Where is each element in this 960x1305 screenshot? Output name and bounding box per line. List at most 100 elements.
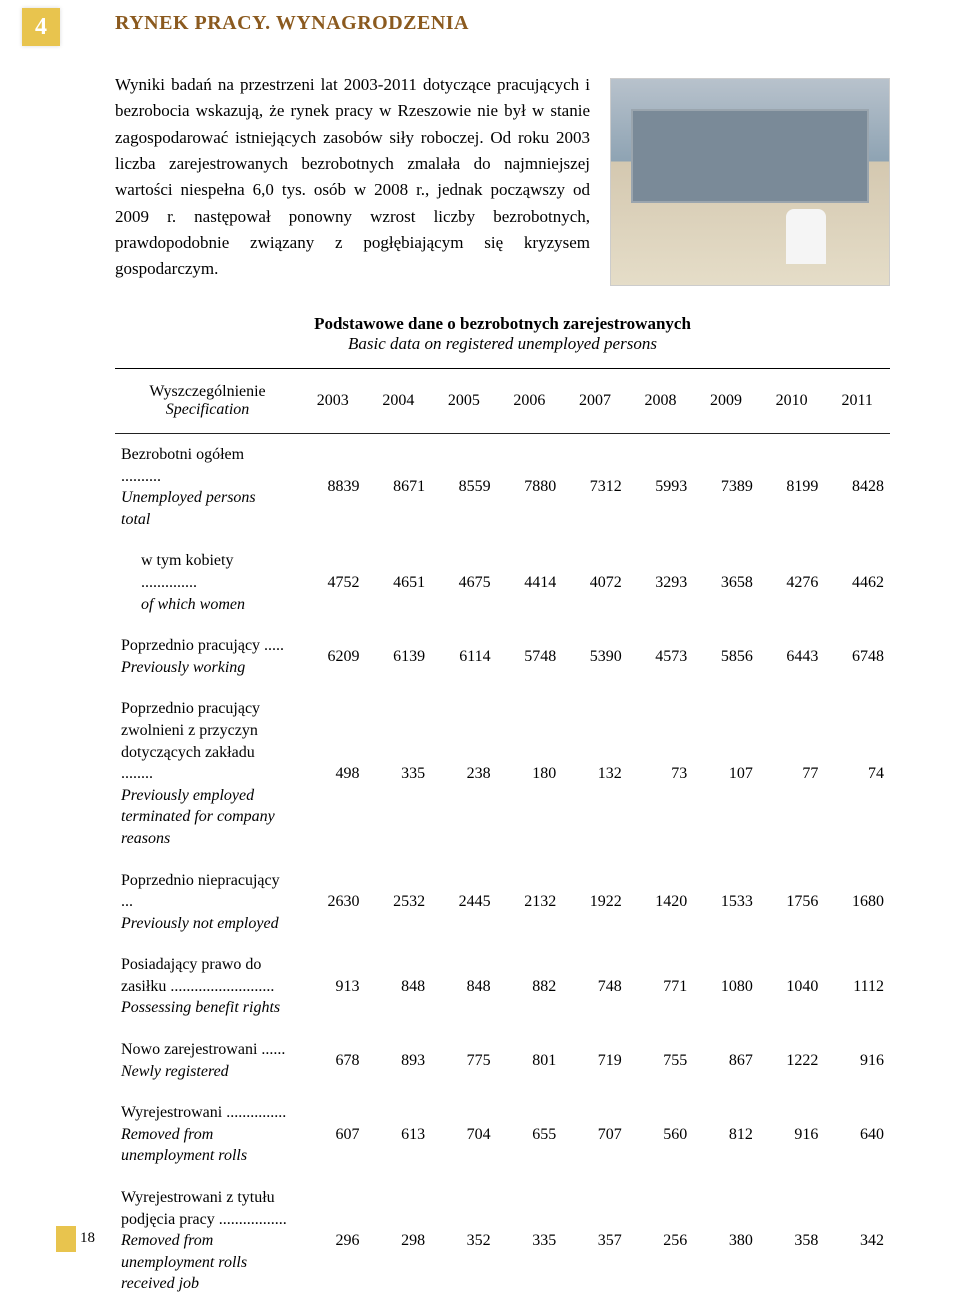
table-header-row: Wyszczególnienie Specification 200320042…	[115, 369, 890, 434]
row-label-sub: Previously not employed	[121, 913, 288, 935]
data-cell: 180	[497, 688, 563, 859]
row-label: Wyrejestrowani z tytułu podjęcia pracy .…	[115, 1177, 300, 1305]
data-cell: 498	[300, 688, 366, 859]
row-label: Nowo zarejestrowani ......Newly register…	[115, 1029, 300, 1092]
data-cell: 335	[497, 1177, 563, 1305]
table-body: Bezrobotni ogółem ..........Unemployed p…	[115, 434, 890, 1305]
data-cell: 3658	[693, 540, 759, 625]
table-row: Poprzednio pracujący .....Previously wor…	[115, 625, 890, 688]
data-cell: 4462	[824, 540, 890, 625]
table-row: Posiadający prawo do zasiłku ...........…	[115, 944, 890, 1029]
row-label-main: Wyrejestrowani ...............	[121, 1102, 288, 1124]
data-cell: 4276	[759, 540, 825, 625]
data-cell: 655	[497, 1092, 563, 1177]
year-header: 2003	[300, 369, 366, 434]
data-cell: 560	[628, 1092, 694, 1177]
data-cell: 867	[693, 1029, 759, 1092]
data-cell: 4072	[562, 540, 628, 625]
data-cell: 74	[824, 688, 890, 859]
content-area: Wyniki badań na przestrzeni lat 2003-201…	[115, 72, 890, 1305]
data-cell: 358	[759, 1177, 825, 1305]
data-cell: 1222	[759, 1029, 825, 1092]
header-label-sub: Specification	[119, 401, 296, 419]
row-label: Posiadający prawo do zasiłku ...........…	[115, 944, 300, 1029]
data-cell: 3293	[628, 540, 694, 625]
data-cell: 1112	[824, 944, 890, 1029]
row-label-sub: Removed from unemployment rolls received…	[121, 1230, 288, 1295]
data-cell: 775	[431, 1029, 497, 1092]
row-label-sub: Previously working	[121, 657, 288, 679]
data-table: Wyszczególnienie Specification 200320042…	[115, 368, 890, 1305]
data-cell: 771	[628, 944, 694, 1029]
data-cell: 6209	[300, 625, 366, 688]
table-row: Wyrejestrowani z tytułu podjęcia pracy .…	[115, 1177, 890, 1305]
table-row: Nowo zarejestrowani ......Newly register…	[115, 1029, 890, 1092]
data-cell: 357	[562, 1177, 628, 1305]
data-cell: 8199	[759, 434, 825, 541]
row-label-main: w tym kobiety ..............	[121, 550, 288, 593]
data-cell: 607	[300, 1092, 366, 1177]
table-row: Wyrejestrowani ...............Removed fr…	[115, 1092, 890, 1177]
data-cell: 2445	[431, 860, 497, 945]
data-cell: 8559	[431, 434, 497, 541]
table-row: Poprzednio niepracujący ...Previously no…	[115, 860, 890, 945]
row-label: Poprzednio pracujący zwolnieni z przyczy…	[115, 688, 300, 859]
year-header: 2005	[431, 369, 497, 434]
data-cell: 6443	[759, 625, 825, 688]
data-cell: 132	[562, 688, 628, 859]
page-number: 18	[80, 1230, 95, 1247]
table-subtitle: Basic data on registered unemployed pers…	[115, 334, 890, 354]
data-cell: 613	[366, 1092, 432, 1177]
year-header: 2004	[366, 369, 432, 434]
data-cell: 298	[366, 1177, 432, 1305]
row-label-main: Poprzednio niepracujący ...	[121, 870, 288, 913]
data-cell: 5390	[562, 625, 628, 688]
data-cell: 342	[824, 1177, 890, 1305]
data-cell: 916	[759, 1092, 825, 1177]
inline-photo	[610, 78, 890, 286]
data-cell: 380	[693, 1177, 759, 1305]
data-cell: 238	[431, 688, 497, 859]
year-header: 2011	[824, 369, 890, 434]
data-cell: 848	[366, 944, 432, 1029]
data-cell: 678	[300, 1029, 366, 1092]
year-header: 2009	[693, 369, 759, 434]
data-cell: 1420	[628, 860, 694, 945]
data-cell: 916	[824, 1029, 890, 1092]
page-badge: 4	[22, 8, 60, 46]
year-header: 2006	[497, 369, 563, 434]
row-label-main: Nowo zarejestrowani ......	[121, 1039, 288, 1061]
data-cell: 2630	[300, 860, 366, 945]
table-title: Podstawowe dane o bezrobotnych zarejestr…	[115, 314, 890, 334]
data-cell: 7312	[562, 434, 628, 541]
page-title: RYNEK PRACY. WYNAGRODZENIA	[115, 12, 469, 35]
data-cell: 4651	[366, 540, 432, 625]
row-label: Poprzednio niepracujący ...Previously no…	[115, 860, 300, 945]
row-label: Bezrobotni ogółem ..........Unemployed p…	[115, 434, 300, 541]
data-cell: 4675	[431, 540, 497, 625]
row-label: Wyrejestrowani ...............Removed fr…	[115, 1092, 300, 1177]
data-cell: 801	[497, 1029, 563, 1092]
data-cell: 352	[431, 1177, 497, 1305]
table-row: w tym kobiety ..............of which wom…	[115, 540, 890, 625]
data-cell: 1080	[693, 944, 759, 1029]
data-cell: 640	[824, 1092, 890, 1177]
data-cell: 4414	[497, 540, 563, 625]
row-label-sub: of which women	[121, 594, 288, 616]
header-label-cell: Wyszczególnienie Specification	[115, 369, 300, 434]
data-cell: 6748	[824, 625, 890, 688]
row-label-sub: Newly registered	[121, 1061, 288, 1083]
data-cell: 4573	[628, 625, 694, 688]
data-cell: 8428	[824, 434, 890, 541]
data-cell: 8671	[366, 434, 432, 541]
row-label-main: Posiadający prawo do zasiłku ...........…	[121, 954, 288, 997]
data-cell: 1533	[693, 860, 759, 945]
data-cell: 73	[628, 688, 694, 859]
data-cell: 335	[366, 688, 432, 859]
data-cell: 5856	[693, 625, 759, 688]
data-cell: 913	[300, 944, 366, 1029]
table-row: Poprzednio pracujący zwolnieni z przyczy…	[115, 688, 890, 859]
data-cell: 256	[628, 1177, 694, 1305]
row-label-main: Poprzednio pracujący zwolnieni z przyczy…	[121, 698, 288, 784]
data-cell: 5748	[497, 625, 563, 688]
